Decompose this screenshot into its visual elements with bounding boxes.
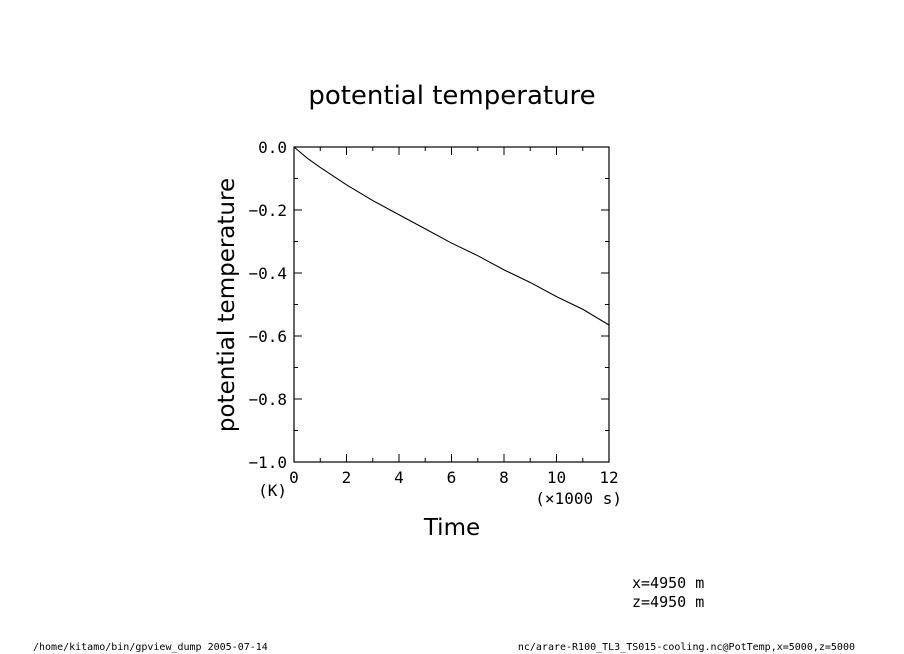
y-tick-labels: 0.0 −0.2 −0.4 −0.6 −0.8 −1.0 bbox=[248, 138, 287, 472]
y-tick-label: 0.0 bbox=[258, 138, 287, 157]
x-tick-label: 0 bbox=[289, 468, 299, 487]
x-tick-label: 4 bbox=[394, 468, 404, 487]
coord-x-annotation: x=4950 m bbox=[632, 574, 704, 592]
footer-right: nc/arare-R100_TL3_TS015-cooling.nc@PotTe… bbox=[518, 642, 855, 653]
y-tick-label: −0.2 bbox=[248, 201, 287, 220]
chart-title: potential temperature bbox=[308, 81, 595, 111]
y-unit-label: (K) bbox=[258, 481, 287, 500]
plot-area bbox=[293, 146, 610, 463]
series-group bbox=[293, 146, 610, 326]
x-tick-label: 10 bbox=[547, 468, 566, 487]
x-tick-label: 12 bbox=[599, 468, 618, 487]
x-unit-label: (×1000 s) bbox=[535, 489, 622, 508]
y-tick-label: −0.6 bbox=[248, 327, 287, 346]
y-tick-label: −1.0 bbox=[248, 453, 287, 472]
x-tick-label: 8 bbox=[499, 468, 509, 487]
x-tick-labels: 0 2 4 6 8 10 12 bbox=[289, 468, 618, 487]
axis-ticks bbox=[293, 146, 610, 463]
x-tick-label: 2 bbox=[342, 468, 352, 487]
x-axis-label: Time bbox=[423, 515, 480, 541]
y-tick-label: −0.4 bbox=[248, 264, 287, 283]
coord-z-annotation: z=4950 m bbox=[632, 593, 704, 611]
y-tick-label: −0.8 bbox=[248, 390, 287, 409]
footer-left: /home/kitamo/bin/gpview_dump 2005-07-14 bbox=[33, 642, 268, 653]
series-line-0 bbox=[293, 146, 610, 326]
x-tick-label: 6 bbox=[447, 468, 457, 487]
plot-frame bbox=[293, 146, 610, 463]
y-axis-label: potential temperature bbox=[214, 178, 240, 432]
